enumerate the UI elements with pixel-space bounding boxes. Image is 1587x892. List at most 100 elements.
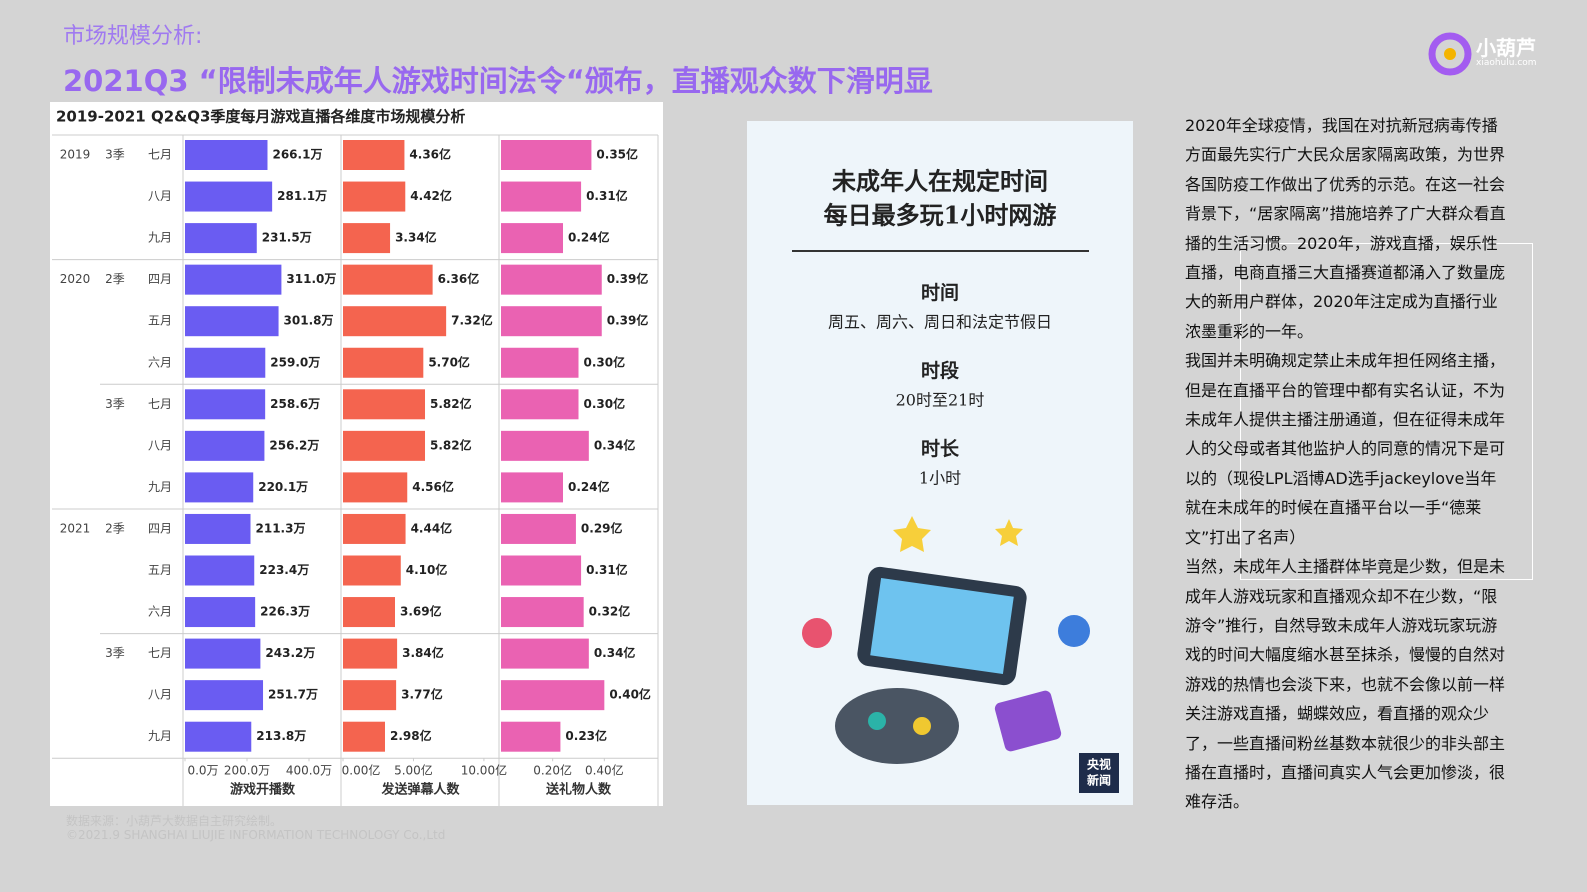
poster-badge: 新闻 xyxy=(1087,773,1111,788)
bar xyxy=(501,389,579,420)
x-axis-label: 游戏开播数 xyxy=(230,782,296,798)
bar xyxy=(343,264,433,295)
value-label: 0.39亿 xyxy=(607,313,649,328)
bar xyxy=(185,638,261,669)
value-label: 266.1万 xyxy=(272,148,322,162)
year-label: 2019 xyxy=(60,148,91,162)
value-label: 251.7万 xyxy=(268,688,318,702)
bar xyxy=(185,555,255,586)
bar xyxy=(185,181,273,212)
bar xyxy=(343,347,424,378)
x-axis-label: 发送弹幕人数 xyxy=(380,782,460,798)
value-label: 6.36亿 xyxy=(438,271,480,286)
poster-title: 未成年人在规定时间 xyxy=(832,167,1048,196)
bar xyxy=(343,223,391,254)
year-label: 2021 xyxy=(60,521,91,535)
bar xyxy=(343,389,426,420)
month-label: 六月 xyxy=(148,355,172,369)
poster-title: 每日最多玩1小时网游 xyxy=(824,201,1057,230)
value-label: 0.40亿 xyxy=(609,687,651,702)
bar xyxy=(185,389,266,420)
quarter-label: 2季 xyxy=(105,272,125,286)
value-label: 0.23亿 xyxy=(565,728,607,743)
value-label: 0.34亿 xyxy=(594,437,636,452)
value-label: 226.3万 xyxy=(260,605,310,619)
illustration xyxy=(802,516,1090,764)
article: 2020年全球疫情，我国在对抗新冠病毒传播方面最先实行广大民众居家隔离政策，为世… xyxy=(1185,111,1510,817)
value-label: 0.35亿 xyxy=(596,147,638,162)
bar xyxy=(501,223,563,254)
x-tick-label: 5.00亿 xyxy=(394,763,433,778)
value-label: 220.1万 xyxy=(258,480,308,494)
bar xyxy=(343,680,397,711)
value-label: 281.1万 xyxy=(277,189,327,203)
value-label: 5.82亿 xyxy=(430,396,472,411)
value-label: 0.29亿 xyxy=(581,520,623,535)
month-label: 八月 xyxy=(148,189,172,203)
bar xyxy=(343,430,426,461)
bar xyxy=(343,721,385,752)
bar xyxy=(185,597,256,628)
bar xyxy=(343,597,395,628)
value-label: 243.2万 xyxy=(265,646,315,660)
month-label: 九月 xyxy=(148,231,172,245)
bar xyxy=(501,140,592,170)
value-label: 258.6万 xyxy=(270,397,320,411)
month-label: 五月 xyxy=(148,314,172,328)
section-label: 市场规模分析: xyxy=(63,24,203,49)
month-label: 七月 xyxy=(148,397,172,411)
poster-item-label: 时段 xyxy=(921,359,960,382)
poster-item-text: 周五、周六、周日和法定节假日 xyxy=(828,313,1052,332)
value-label: 259.0万 xyxy=(270,355,320,369)
quarter-label: 3季 xyxy=(105,148,125,162)
month-label: 八月 xyxy=(148,688,172,702)
bar xyxy=(501,306,602,337)
value-label: 5.82亿 xyxy=(430,437,472,452)
bar xyxy=(501,264,602,295)
x-axis-label: 送礼物人数 xyxy=(545,782,612,798)
bar xyxy=(343,555,401,586)
value-label: 0.24亿 xyxy=(568,230,610,245)
value-label: 0.39亿 xyxy=(607,271,649,286)
value-label: 0.31亿 xyxy=(586,562,628,577)
value-label: 5.70亿 xyxy=(428,354,470,369)
poster-item-label: 时间 xyxy=(921,282,959,304)
bar xyxy=(185,513,251,544)
logo-url: xiaohulu.com xyxy=(1476,58,1537,68)
poster-item-text: 1小时 xyxy=(919,469,961,488)
quarter-label: 3季 xyxy=(105,397,125,411)
bar xyxy=(185,472,254,503)
paragraph: 当然，未成年人主播群体毕竟是少数，但是未成年人游戏玩家和直播观众却不在少数，“限… xyxy=(1185,557,1506,812)
chart-title: 2019-2021 Q2&Q3季度每月游戏直播各维度市场规模分析 xyxy=(56,108,465,126)
copyright: ©2021.9 SHANGHAI LIUJIE INFORMATION TECH… xyxy=(66,828,446,842)
value-label: 4.10亿 xyxy=(406,562,448,577)
value-label: 4.36亿 xyxy=(409,147,451,162)
quarter-label: 2季 xyxy=(105,521,125,535)
value-label: 213.8万 xyxy=(256,729,306,743)
value-label: 301.8万 xyxy=(284,314,334,328)
bar xyxy=(343,638,398,669)
logo xyxy=(1428,28,1498,76)
value-label: 4.44亿 xyxy=(411,520,453,535)
bar xyxy=(343,513,406,544)
x-tick-label: 0.40亿 xyxy=(585,763,624,778)
bar xyxy=(343,472,408,503)
poster-item-label: 时长 xyxy=(921,438,960,460)
quarter-label: 3季 xyxy=(105,646,125,660)
x-tick-label: 0.0万 xyxy=(187,764,218,778)
poster-badge: 央视 xyxy=(1087,757,1111,772)
bar xyxy=(501,555,582,586)
x-tick-label: 200.0万 xyxy=(224,764,270,778)
value-label: 311.0万 xyxy=(286,272,336,286)
value-label: 0.24亿 xyxy=(568,479,610,494)
value-label: 0.31亿 xyxy=(586,188,628,203)
x-tick-label: 400.0万 xyxy=(286,764,332,778)
value-label: 2.98亿 xyxy=(390,728,432,743)
bar xyxy=(501,680,605,711)
value-label: 231.5万 xyxy=(262,231,312,245)
bar xyxy=(501,513,576,544)
x-tick-label: 10.00亿 xyxy=(461,763,507,778)
